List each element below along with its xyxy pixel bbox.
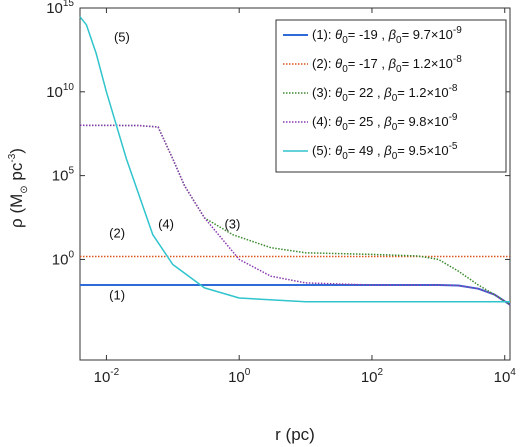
curve-label-2: (4) [158,217,174,232]
y-tick-label: 100 [52,249,75,268]
legend-box [275,19,507,173]
legend-entry-5: (5): θ0= 49 , β0= 9.5×10-5 [312,141,458,162]
y-tick-label: 1010 [46,82,74,101]
legend-entry-1: (1): θ0= -19 , β0= 9.7×10-9 [312,25,462,46]
x-axis-label: r (pc) [275,425,315,444]
x-tick-label: 100 [228,367,251,386]
curve-label-5: (1) [109,288,125,303]
curve-label-1: (5) [114,30,130,45]
legend-entry-4: (4): θ0= 25 , β0= 9.8×10-9 [312,112,458,133]
curve-label-3: (3) [224,217,240,232]
y-axis-ticks: 100 105 1010 1015 [46,0,510,268]
y-tick-label: 1015 [46,0,74,17]
curve-label-4: (2) [109,226,125,241]
curve-annotations: (5) (4) (3) (2) (1) [109,30,240,303]
x-tick-label: 10-2 [94,367,120,386]
y-axis-label: ρ (M⊙ pc-3) [7,148,30,228]
series-line-3 [79,124,511,306]
legend-entry-2: (2): θ0= -17 , β0= 1.2×10-8 [312,54,462,75]
y-tick-label: 105 [52,166,75,185]
x-tick-label: 104 [494,367,517,386]
series-lines [79,16,511,306]
series-line-4 [79,124,511,306]
legend-entry-3: (3): θ0= 22 , β0= 1.2×10-8 [312,83,458,104]
legend: (1): θ0= -19 , β0= 9.7×10-9 (2): θ0= -17 … [275,19,507,173]
series-line-5 [79,16,510,303]
x-tick-label: 102 [361,367,384,386]
x-axis-ticks: 10-2 100 102 104 [94,8,517,386]
